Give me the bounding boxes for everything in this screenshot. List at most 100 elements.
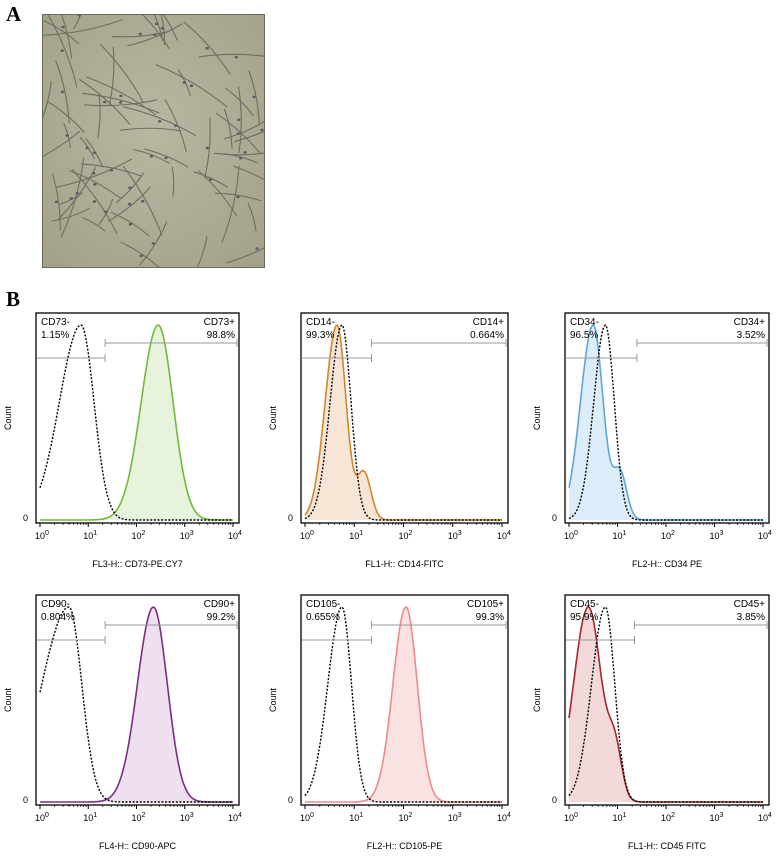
positive-gate-label: CD105+ [467,599,504,610]
stained-fill-area [40,325,233,520]
plot-frame [35,312,240,524]
x-axis-label: FL2-H:: CD105-PE [367,841,443,851]
x-tick-label: 104 [497,530,511,541]
cell-body [120,241,160,267]
y-tick-label: 0 [23,513,28,523]
cell-nucleus [237,118,241,122]
cell-body [234,130,264,142]
isotype-control-line [568,323,763,521]
cell-body [47,101,85,133]
negative-gate-percent: 0.804% [41,612,75,623]
cell-body [81,92,160,114]
x-tick-exponent: 2 [142,530,146,537]
cell-body [55,158,132,188]
isotype-control-line [568,606,763,803]
cell-nucleus [189,84,194,88]
y-axis-label: Count [268,406,278,431]
x-tick-label: 101 [613,530,627,541]
x-tick-label: 100 [35,530,49,541]
positive-gate-percent: 99.3% [476,612,504,623]
x-tick-label: 100 [300,812,314,823]
x-tick-label: 101 [613,812,627,823]
x-tick-exponent: 1 [623,812,627,819]
positive-gate-percent: 98.8% [207,330,235,341]
isotype-control-line [304,323,502,521]
cell-body [183,21,231,75]
x-axis-label: FL4-H:: CD90-APC [99,841,177,851]
x-tick-exponent: 2 [671,812,675,819]
x-tick-exponent: 3 [190,530,194,537]
cell-nucleus [77,15,82,17]
cell-nucleus [60,90,65,94]
x-tick-exponent: 2 [671,530,675,537]
negative-gate-percent: 0.655% [306,612,340,623]
y-axis-label: Count [532,688,542,713]
x-tick-exponent: 0 [45,812,49,819]
x-tick-label: 103 [448,530,462,541]
cell-nucleus [236,195,240,199]
cell-nucleus [109,168,114,172]
cell-body [215,112,261,155]
cell-body [198,170,238,217]
x-tick-label: 103 [710,812,724,823]
cell-nucleus [141,199,145,203]
plot-frame [300,594,509,806]
isotype-control-line [39,606,233,803]
cell-nucleus [238,156,243,160]
cell-nucleus [153,33,157,37]
cell-body [60,157,85,238]
cell-body [193,171,229,188]
positive-gate-label: CD14+ [473,317,505,328]
cell-nucleus [158,119,162,123]
cell-nucleus [93,183,97,186]
cell-nucleus [92,171,96,175]
isotype-control-line [39,324,233,521]
x-tick-exponent: 3 [458,812,462,819]
cell-nucleus [139,254,143,258]
x-tick-label: 100 [564,530,578,541]
cell-nucleus [205,46,209,50]
cell-nucleus [69,197,73,200]
cell-nucleus [128,186,132,190]
cell-nucleus [260,128,264,132]
x-tick-exponent: 0 [574,812,578,819]
negative-gate-label: CD73- [41,317,70,328]
cell-body [225,87,254,116]
cell-body [139,221,168,266]
x-tick-label: 101 [83,812,97,823]
cell-body [198,53,264,58]
cell-body [142,15,170,50]
cell-body [197,236,208,267]
cell-body [214,192,262,202]
cell-body [164,99,187,153]
positive-gate-label: CD34+ [734,317,766,328]
x-tick-exponent: 2 [142,812,146,819]
cell-nucleus [85,146,89,150]
stained-histogram-line [40,606,233,803]
x-tick-exponent: 4 [768,530,772,537]
cell-nucleus [209,178,213,181]
cell-body [238,86,242,154]
cell-body [225,247,264,264]
cell-body [43,131,81,157]
cell-body [84,99,158,107]
x-tick-label: 103 [448,812,462,823]
cell-body [43,19,123,36]
cell-micrograph [42,14,265,268]
positive-gate-percent: 0.664% [470,330,504,341]
x-tick-label: 101 [83,530,97,541]
x-tick-exponent: 2 [409,530,413,537]
cell-body [111,211,150,237]
cell-body [224,108,233,149]
x-tick-label: 103 [710,530,724,541]
x-tick-label: 104 [228,530,242,541]
cell-body [224,121,264,140]
cell-body [247,202,257,232]
cell-body [171,166,175,197]
cell-nucleus [252,95,256,99]
plot-frame [564,312,770,524]
cell-body [123,106,197,137]
